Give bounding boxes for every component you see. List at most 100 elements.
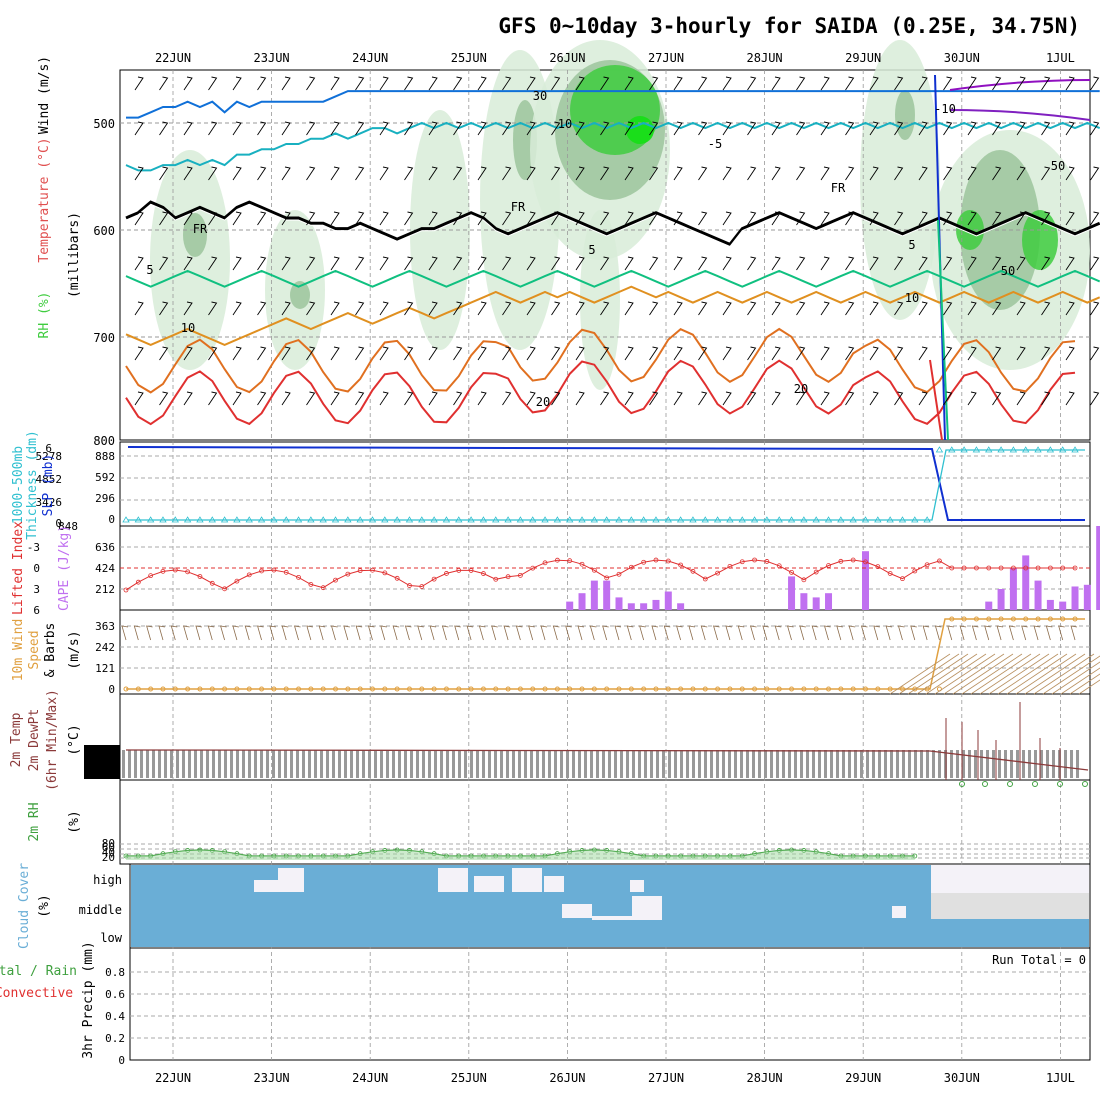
thickness-marker xyxy=(134,516,143,523)
dewpoint-marker xyxy=(959,781,965,787)
contour-minus10 xyxy=(126,90,1100,119)
wind-speed-marker xyxy=(135,686,141,692)
wind-barb xyxy=(943,301,953,316)
rh2m-axis-label: 2m RH xyxy=(27,802,42,841)
cape-bar xyxy=(812,597,820,610)
temp-range-bar xyxy=(578,750,581,778)
surface-wind-barb xyxy=(491,625,498,641)
wind-barb xyxy=(967,76,977,91)
temp-range-bar xyxy=(584,750,587,778)
wind-barb xyxy=(526,346,536,361)
wind-barb xyxy=(600,346,610,361)
wind-barb xyxy=(943,391,953,406)
wind-barb xyxy=(281,391,291,406)
wind-tick: 0 xyxy=(108,683,115,696)
thickness-marker xyxy=(615,516,623,523)
rh-blob xyxy=(626,116,654,144)
surface-wind-barb xyxy=(577,625,585,641)
temp-range-bar xyxy=(686,750,689,778)
li-marker xyxy=(912,568,918,574)
wind-speed-marker xyxy=(419,686,425,692)
wind-barb xyxy=(208,301,218,316)
li-marker xyxy=(444,571,449,576)
thickness-marker xyxy=(492,516,500,523)
surface-wind-barb xyxy=(897,625,905,641)
wind-barb xyxy=(453,391,463,406)
wind-speed-marker xyxy=(665,686,671,692)
surface-wind-barb xyxy=(466,625,474,641)
dense-barb xyxy=(1060,667,1100,695)
wind-barb xyxy=(820,166,830,181)
wind-speed-marker xyxy=(222,686,228,692)
wind-barb xyxy=(722,211,732,226)
thickness-marker xyxy=(652,516,660,523)
wind-barb xyxy=(355,301,365,316)
wind-barb xyxy=(747,256,757,271)
temp-range-bar xyxy=(602,750,605,778)
wind-barb xyxy=(502,346,512,361)
wind-barb xyxy=(869,76,879,91)
surface-wind-barb xyxy=(811,625,819,641)
li-marker xyxy=(604,575,610,581)
rh-blob xyxy=(410,110,470,350)
wind-barb xyxy=(281,301,291,316)
wind-speed-marker xyxy=(887,686,893,692)
thickness-marker xyxy=(294,516,303,523)
wind-barb xyxy=(551,391,561,406)
thickness-marker xyxy=(183,516,192,523)
temp-range-bar xyxy=(410,750,413,778)
surface-wind-barb xyxy=(700,625,708,641)
dense-barb xyxy=(907,653,969,695)
wind-speed-marker xyxy=(530,686,536,692)
wind-speed-marker xyxy=(813,686,819,692)
wind-speed-marker xyxy=(246,686,252,692)
wind-barb xyxy=(869,301,879,316)
wind-barb xyxy=(551,76,561,91)
temp-range-bar xyxy=(662,750,665,778)
temp-range-bar xyxy=(218,750,221,778)
rh-tick: 60 xyxy=(102,841,115,854)
wind-barb xyxy=(477,76,487,91)
temp-range-bar xyxy=(422,750,425,778)
wind-barb xyxy=(894,256,904,271)
wind-barb xyxy=(918,166,928,181)
wind-barb xyxy=(575,391,585,406)
thickness-marker xyxy=(467,516,475,523)
cape-bar xyxy=(664,591,672,610)
surface-wind-barb xyxy=(417,625,424,641)
wind-barb xyxy=(820,256,830,271)
temp-range-bar xyxy=(284,750,287,778)
wind-speed-marker xyxy=(1047,616,1053,622)
thickness-marker xyxy=(122,516,130,523)
contour-label: 5 xyxy=(908,238,915,252)
surface-wind-barb xyxy=(984,625,991,641)
wind-barb xyxy=(232,166,242,181)
wind-speed-marker xyxy=(234,686,240,692)
temp-range-bar xyxy=(458,750,461,778)
wind-barb xyxy=(1065,391,1075,406)
wind-speed-marker xyxy=(357,686,363,692)
surface-wind-barb xyxy=(355,625,363,641)
wind-speed-marker xyxy=(406,686,412,692)
thickness-marker xyxy=(1046,446,1055,453)
wind-barb xyxy=(134,391,144,406)
wind-barb xyxy=(820,76,830,91)
wind-barb xyxy=(428,76,438,91)
cloud-clear-patch xyxy=(438,868,468,892)
thickness-marker xyxy=(356,516,364,523)
dense-barb xyxy=(1006,653,1068,695)
wind-barb xyxy=(404,391,414,406)
pressure-tick: 600 xyxy=(93,224,115,238)
wind-barb xyxy=(404,301,414,316)
thickness-marker xyxy=(455,516,463,523)
wind-barb xyxy=(624,76,634,91)
thickness-marker xyxy=(639,516,648,523)
contour-label: 10 xyxy=(558,117,572,131)
temp-range-bar xyxy=(992,750,995,778)
li-marker xyxy=(308,582,314,587)
wind-barb xyxy=(624,211,634,226)
temp-range-bar xyxy=(920,750,923,778)
wind-barb xyxy=(869,346,879,361)
temp-range-bar xyxy=(344,750,347,778)
temp-range-bar xyxy=(572,750,575,778)
